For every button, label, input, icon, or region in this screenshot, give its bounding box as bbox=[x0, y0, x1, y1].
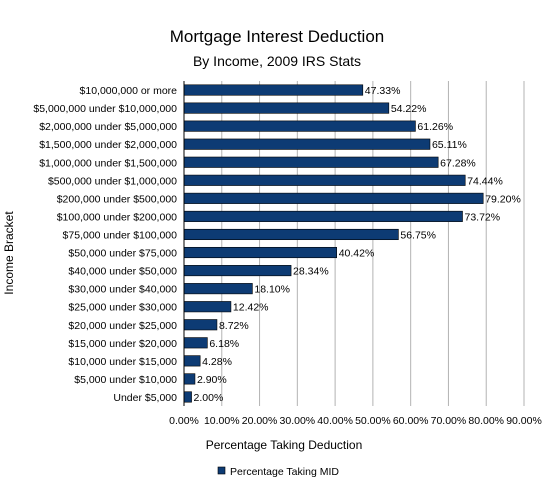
bar bbox=[183, 120, 416, 132]
x-tick-label: 20.00% bbox=[242, 415, 278, 427]
bar bbox=[183, 84, 364, 96]
bar bbox=[183, 301, 232, 313]
data-label: 54.22% bbox=[391, 103, 427, 115]
category-labels: $10,000,000 or more $5,000,000 under $10,… bbox=[33, 85, 177, 404]
category-label: $10,000 under $15,000 bbox=[68, 356, 177, 368]
bar bbox=[183, 138, 431, 150]
data-label: 6.18% bbox=[209, 338, 239, 350]
bar bbox=[183, 174, 466, 186]
category-label: $50,000 under $75,000 bbox=[68, 248, 177, 260]
data-label: 4.28% bbox=[202, 356, 232, 368]
data-label: 2.00% bbox=[194, 392, 224, 404]
x-tick-label: 40.00% bbox=[317, 415, 353, 427]
x-tick-label: 60.00% bbox=[393, 415, 429, 427]
legend-label: Percentage Taking MID bbox=[230, 466, 339, 478]
data-label: 73.72% bbox=[464, 211, 500, 223]
data-label: 12.42% bbox=[233, 302, 269, 314]
category-label: Under $5,000 bbox=[113, 392, 177, 404]
category-label: $1,500,000 under $2,000,000 bbox=[39, 139, 177, 151]
data-label: 79.20% bbox=[485, 193, 521, 205]
category-label: $10,000,000 or more bbox=[80, 85, 178, 97]
data-label: 61.26% bbox=[417, 121, 453, 133]
bar bbox=[183, 228, 399, 241]
data-label: 18.10% bbox=[254, 284, 290, 296]
data-label: 28.34% bbox=[293, 266, 329, 278]
x-tick-label: 0.00% bbox=[169, 415, 199, 427]
legend: Percentage Taking MID bbox=[217, 466, 339, 478]
data-label: 67.28% bbox=[440, 157, 476, 169]
x-axis-title: Percentage Taking Deduction bbox=[206, 438, 363, 452]
x-tick-label: 30.00% bbox=[280, 415, 316, 427]
x-tick-label: 10.00% bbox=[204, 415, 240, 427]
x-tick-label: 80.00% bbox=[468, 415, 504, 427]
category-label: $75,000 under $100,000 bbox=[63, 229, 178, 241]
x-tick-label: 70.00% bbox=[431, 415, 467, 427]
data-label: 56.75% bbox=[400, 229, 436, 241]
bar bbox=[183, 283, 253, 295]
x-tick-label: 90.00% bbox=[506, 415, 542, 427]
bar bbox=[183, 373, 196, 385]
bar bbox=[183, 102, 390, 114]
chart-title: Mortgage Interest Deduction bbox=[170, 27, 385, 46]
x-tick-label: 50.00% bbox=[355, 415, 391, 427]
category-label: $5,000,000 under $10,000,000 bbox=[33, 103, 177, 115]
category-label: $100,000 under $200,000 bbox=[57, 211, 177, 223]
bar bbox=[183, 210, 463, 222]
bar bbox=[183, 156, 439, 168]
data-label: 65.11% bbox=[432, 139, 467, 151]
category-label: $1,000,000 under $1,500,000 bbox=[39, 157, 177, 169]
data-label: 74.44% bbox=[467, 175, 503, 187]
bar bbox=[183, 265, 292, 277]
category-label: $25,000 under $30,000 bbox=[68, 302, 177, 314]
category-label: $40,000 under $50,000 bbox=[68, 266, 177, 278]
bar bbox=[183, 246, 337, 259]
gridlines bbox=[221, 81, 525, 406]
chart-subtitle: By Income, 2009 IRS Stats bbox=[193, 53, 361, 69]
x-tick-labels: 0.00% 10.00% 20.00% 30.00% 40.00% 50.00% 60.00… bbox=[169, 415, 542, 427]
category-label: $15,000 under $20,000 bbox=[68, 338, 177, 350]
data-label: 2.90% bbox=[197, 374, 227, 386]
category-label: $2,000,000 under $5,000,000 bbox=[39, 121, 177, 133]
category-label: $20,000 under $25,000 bbox=[68, 320, 177, 332]
data-label: 40.42% bbox=[339, 248, 375, 260]
category-label: $5,000 under $10,000 bbox=[74, 374, 177, 386]
category-label: $500,000 under $1,000,000 bbox=[48, 175, 177, 187]
category-label: $200,000 under $500,000 bbox=[57, 193, 177, 205]
data-labels: 47.33% 54.22% 61.26% 65.11% 67.28% 74.44% 79.2… bbox=[194, 85, 521, 404]
legend-swatch bbox=[217, 466, 226, 475]
category-label: $30,000 under $40,000 bbox=[68, 284, 177, 296]
data-label: 8.72% bbox=[219, 320, 249, 332]
bar bbox=[183, 192, 484, 204]
bar bbox=[183, 337, 208, 349]
y-axis-title: Income Bracket bbox=[2, 211, 16, 295]
bar bbox=[183, 319, 218, 331]
bar bbox=[183, 391, 192, 403]
bar bbox=[183, 355, 201, 367]
data-label: 47.33% bbox=[365, 85, 401, 97]
